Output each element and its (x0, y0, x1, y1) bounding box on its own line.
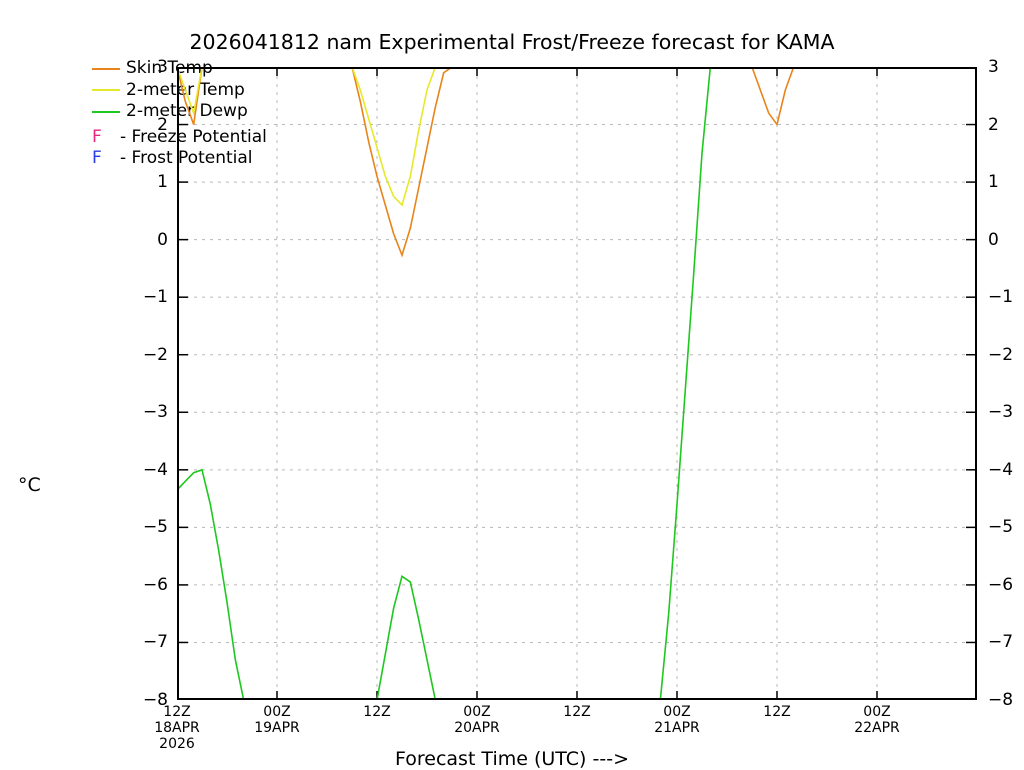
legend-swatch-2m-temp (92, 89, 120, 92)
x-axis-tick-label: 12Z 18APR 2026 (127, 704, 227, 752)
legend-swatch-2m-dewp (92, 110, 120, 113)
y-axis-tick-label: −3 (988, 402, 1014, 423)
gridlines (178, 68, 976, 699)
y-axis-title: °C (18, 474, 41, 496)
x-axis-tick-label: 00Z 21APR (627, 704, 727, 736)
freeze-potential-glyph: F (92, 126, 102, 147)
x-tick-date: 20APR (454, 720, 500, 736)
y-axis-tick-label: 1 (157, 172, 168, 193)
plot-area (177, 67, 977, 700)
y-axis-tick-label: 0 (988, 229, 999, 250)
x-axis-tick-label: 00Z 22APR (827, 704, 927, 736)
y-axis-tick-label: 3 (157, 57, 168, 77)
x-tick-time: 00Z (663, 704, 691, 720)
x-tick-date: 21APR (654, 720, 700, 736)
plot-frame (177, 67, 977, 700)
y-axis-tick-label: −2 (988, 344, 1014, 365)
y-axis-tick-label: 1 (988, 172, 999, 193)
y-axis-tick-label: 3 (988, 57, 999, 77)
x-tick-date: 22APR (854, 720, 900, 736)
legend-item-skin-temp: Skin Temp (92, 58, 267, 80)
x-axis-tick-label: 12Z (327, 704, 427, 720)
legend-label-skin-temp: Skin Temp (126, 58, 213, 78)
frost-potential-glyph: F (92, 148, 102, 168)
x-tick-time: 12Z (363, 704, 391, 720)
legend-item-frost-potential: F - Frost Potential (92, 148, 267, 170)
y-axis-tick-label: −7 (988, 632, 1014, 653)
plot-canvas (177, 67, 977, 700)
y-axis-tick-label: −6 (142, 574, 168, 595)
legend-label-2m-dewp: 2-meter Dewp (126, 101, 248, 121)
y-axis-tick-label: 2 (157, 114, 168, 135)
series-line-2-meter-temp (178, 68, 436, 207)
x-tick-time: 12Z (763, 704, 791, 720)
legend-label-frost-potential: - Frost Potential (120, 148, 253, 168)
series-line-2-meter-dewp (178, 68, 712, 699)
x-axis-title: Forecast Time (UTC) ---> (395, 748, 629, 770)
x-tick-date: 18APR (154, 720, 200, 736)
x-tick-time: 12Z (563, 704, 591, 720)
y-axis-tick-label: −8 (142, 690, 168, 710)
legend-swatch-skin-temp (92, 67, 120, 70)
x-tick-date: 19APR (254, 720, 300, 736)
x-tick-time: 00Z (463, 704, 491, 720)
data-series-layer (178, 68, 795, 699)
y-axis-tick-label: −2 (142, 344, 168, 365)
x-tick-year: 2026 (159, 736, 195, 752)
y-axis-tick-label: −1 (988, 287, 1014, 308)
legend-item-2m-dewp: 2-meter Dewp (92, 101, 267, 123)
y-axis-tick-label: −6 (988, 574, 1014, 595)
y-axis-tick-label: −3 (142, 402, 168, 423)
x-axis-tick-label: 00Z 20APR (427, 704, 527, 736)
y-axis-tick-label: 2 (988, 114, 999, 135)
page-title: 2026041812 nam Experimental Frost/Freeze… (189, 30, 835, 54)
y-axis-tick-label: −1 (142, 287, 168, 308)
chart-legend: Skin Temp 2-meter Temp 2-meter Dewp F - … (92, 58, 267, 170)
y-axis-tick-label: −7 (142, 632, 168, 653)
x-tick-time: 00Z (863, 704, 891, 720)
series-line-skin-temp (178, 68, 795, 258)
x-axis-tick-label: 00Z 19APR (227, 704, 327, 736)
y-axis-tick-label: −4 (988, 459, 1014, 480)
y-axis-tick-label: 0 (157, 229, 168, 250)
y-axis-tick-label: −5 (142, 517, 168, 538)
x-tick-time: 12Z (163, 704, 191, 720)
y-axis-tick-label: −8 (988, 690, 1014, 710)
legend-item-freeze-potential: F - Freeze Potential (92, 127, 267, 149)
x-axis-tick-label: 12Z (727, 704, 827, 720)
y-axis-tick-label: −5 (988, 517, 1014, 538)
axis-ticks (177, 67, 977, 700)
legend-label-freeze-potential: - Freeze Potential (120, 126, 267, 147)
x-tick-time: 00Z (263, 704, 291, 720)
x-axis-tick-label: 12Z (527, 704, 627, 720)
y-axis-tick-label: −4 (142, 459, 168, 480)
